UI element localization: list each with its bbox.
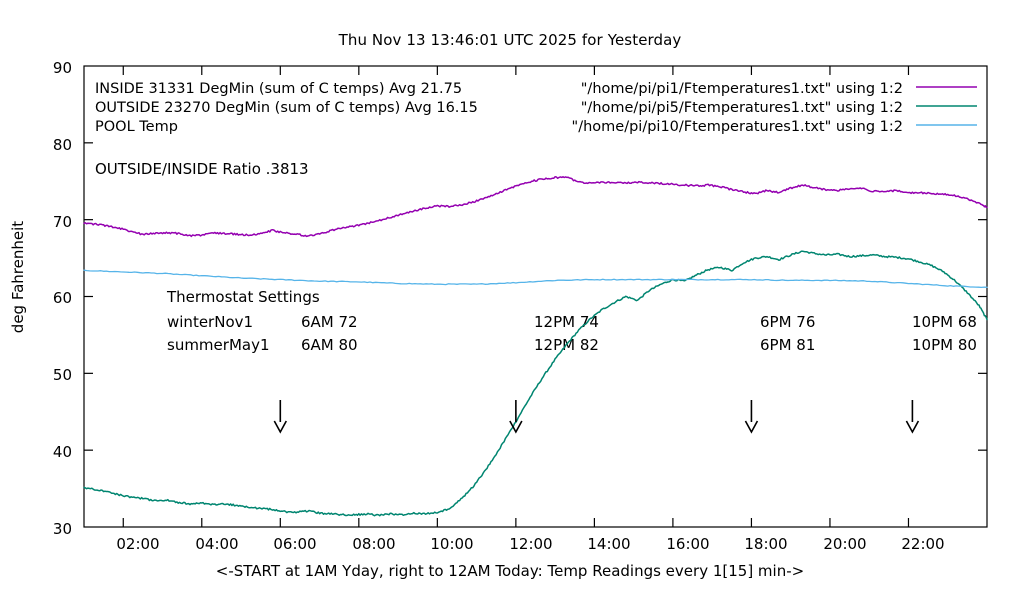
x-tick-1600: 16:00 (666, 535, 710, 553)
legend-label-pool: POOL Temp (95, 119, 178, 135)
x-tick-0200: 02:00 (116, 535, 160, 553)
y-tick-90: 90 (52, 59, 72, 77)
thermostat-summer-10pm: 10PM 80 (912, 336, 977, 354)
y-tick-70: 70 (52, 213, 72, 231)
legend-source-outside: "/home/pi/pi5/Ftemperatures1.txt" using … (580, 100, 903, 116)
y-tick-marks (84, 142, 987, 451)
thermostat-summer-6pm: 6PM 81 (760, 336, 816, 354)
thermostat-arrow-markers (273, 400, 920, 434)
x-tick-0400: 04:00 (195, 535, 239, 553)
chart-title: Thu Nov 13 13:46:01 UTC 2025 for Yesterd… (338, 31, 682, 49)
y-tick-60: 60 (52, 289, 72, 307)
series-lines (83, 176, 988, 517)
thermostat-settings-title: Thermostat Settings (167, 288, 320, 306)
x-tick-marks (122, 66, 910, 527)
legend-source-pool: "/home/pi/pi10/Ftemperatures1.txt" using… (571, 119, 903, 135)
x-tick-1200: 12:00 (509, 535, 553, 553)
legend-label-inside: INSIDE 31331 DegMin (sum of C temps) Avg… (95, 81, 463, 97)
y-tick-30: 30 (52, 520, 72, 538)
thermostat-winter-6pm: 6PM 76 (760, 313, 816, 331)
legend-line-keys (916, 86, 977, 126)
plot-frame (83, 65, 988, 528)
y-tick-40: 40 (52, 443, 72, 461)
x-axis-label: <-START at 1AM Yday, right to 12AM Today… (215, 562, 805, 580)
thermostat-row-summer-label: summerMay1 (167, 336, 270, 354)
y-tick-50: 50 (52, 366, 72, 384)
y-tick-80: 80 (52, 136, 72, 154)
legend-source-inside: "/home/pi/pi1/Ftemperatures1.txt" using … (580, 81, 903, 97)
thermostat-summer-6am: 6AM 80 (301, 336, 358, 354)
legend-label-outside: OUTSIDE 23270 DegMin (sum of C temps) Av… (95, 100, 478, 116)
x-tick-0600: 06:00 (273, 535, 317, 553)
x-tick-1000: 10:00 (430, 535, 474, 553)
thermostat-row-winter-label: winterNov1 (167, 313, 254, 331)
thermostat-winter-6am: 6AM 72 (301, 313, 358, 331)
x-tick-1400: 14:00 (587, 535, 631, 553)
x-tick-0800: 08:00 (352, 535, 396, 553)
ratio-annotation: OUTSIDE/INSIDE Ratio .3813 (95, 160, 309, 178)
thermostat-winter-10pm: 10PM 68 (912, 313, 977, 331)
x-tick-1800: 18:00 (744, 535, 788, 553)
x-tick-2000: 20:00 (823, 535, 867, 553)
x-tick-2200: 22:00 (901, 535, 945, 553)
